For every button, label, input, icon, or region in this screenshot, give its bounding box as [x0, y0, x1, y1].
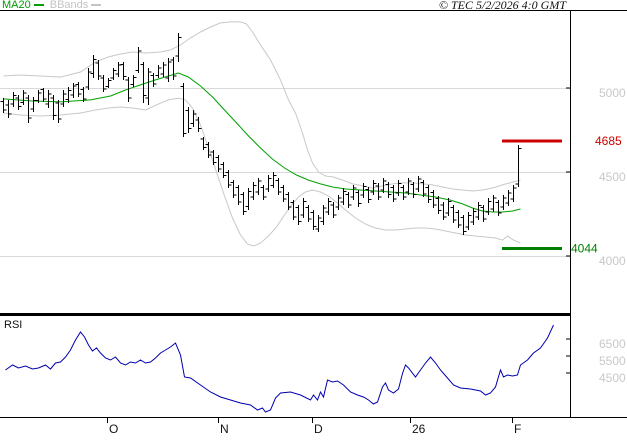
- support-level-label: 4044: [571, 242, 598, 256]
- panel-borders: [0, 10, 627, 418]
- bollinger-upper-line: [3, 21, 521, 192]
- svg-text:4500: 4500: [599, 371, 626, 385]
- ma20-line-swatch-icon: [33, 4, 44, 6]
- legend-ma20-label: MA20: [2, 0, 31, 11]
- svg-text:4000: 4000: [599, 254, 626, 268]
- copyright-text: © TEC 5/2/2026 4:0 GMT: [438, 0, 566, 12]
- svg-text:N: N: [220, 422, 229, 436]
- x-axis: O N D 26 F: [107, 417, 521, 436]
- price-gridlines: [0, 88, 570, 257]
- svg-text:4500: 4500: [599, 170, 626, 184]
- price-axis-labels: 5000 4500 4000: [566, 86, 626, 268]
- level-lines: 4685 4044: [502, 134, 622, 256]
- svg-text:O: O: [109, 422, 118, 436]
- svg-text:5500: 5500: [599, 354, 626, 368]
- bbands-line-swatch-icon: [91, 4, 102, 6]
- legend-bbands-label: BBands: [49, 0, 89, 11]
- ohlc-bars: [0, 33, 522, 235]
- resistance-level-label: 4685: [595, 134, 622, 148]
- rsi-panel-label: RSI: [4, 319, 23, 331]
- svg-text:5000: 5000: [599, 86, 626, 100]
- svg-text:26: 26: [412, 422, 426, 436]
- svg-text:F: F: [514, 422, 521, 436]
- legend-item-bbands: BBands: [49, 0, 102, 11]
- svg-text:6500: 6500: [599, 337, 626, 351]
- rsi-line: [5, 324, 554, 413]
- legend: MA20 BBands: [2, 0, 102, 11]
- legend-item-ma20: MA20: [2, 0, 44, 11]
- svg-text:D: D: [314, 422, 323, 436]
- rsi-axis-labels: 6500 5500 4500: [566, 337, 626, 385]
